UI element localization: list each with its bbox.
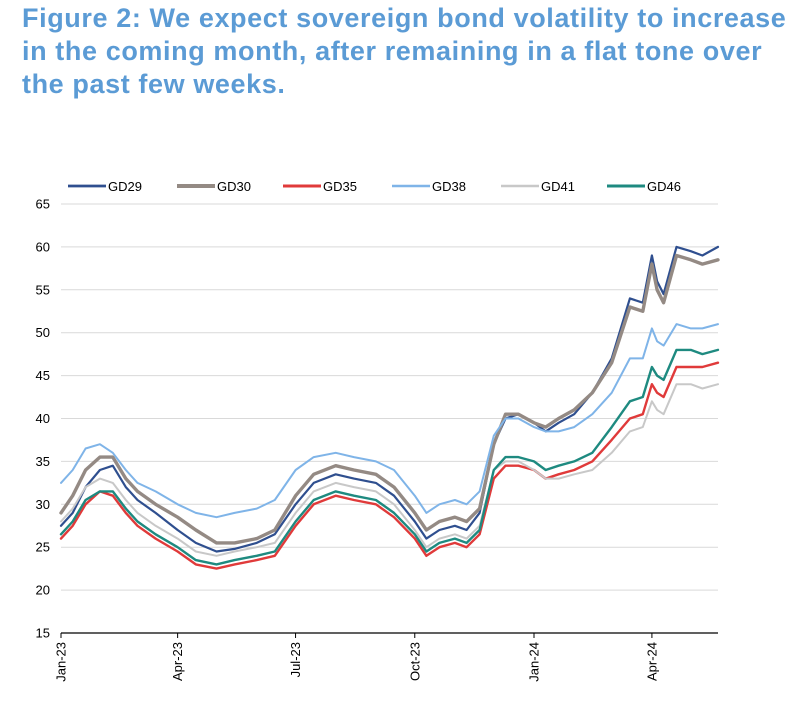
series-line-gd41 [60,383,719,557]
y-tick-label: 40 [36,411,50,426]
y-tick-label: 60 [36,239,50,254]
series-line-gd46 [59,348,720,566]
y-tick-label: 55 [36,282,50,297]
series-line-gd35 [59,361,720,570]
series-line-gd38 [60,323,719,519]
y-tick-label: 65 [36,197,50,212]
series-line-gd30 [59,253,720,545]
legend-item-gd30: GD30 [177,179,251,194]
y-tick-label: 30 [36,497,50,512]
y-tick-label: 20 [36,583,50,598]
legend-label: GD30 [217,179,251,194]
gridlines [61,203,718,591]
chart-title: Figure 2: We expect sovereign bond volat… [22,3,787,99]
legend: GD29 GD30 GD35 GD38 GD41 GD46 [68,179,681,194]
x-tick-label: Apr-24 [644,642,659,681]
legend-label: GD29 [108,179,142,194]
y-tick-label: 50 [36,325,50,340]
y-tick-label: 25 [36,540,50,555]
y-tick-label: 35 [36,454,50,469]
x-tick-label: Jul-23 [288,642,303,677]
x-axis: Jan-23 Apr-23 Jul-23 Oct-23 Jan-24 Apr-24 [54,632,718,682]
y-tick-label: 45 [36,368,50,383]
series-line-gd29 [59,245,720,553]
x-tick-label: Jan-23 [54,642,69,682]
series-lines [59,245,720,570]
legend-item-gd38: GD38 [392,179,466,194]
legend-label: GD38 [432,179,466,194]
y-axis: 15 20 25 30 35 40 45 50 55 60 65 [36,197,50,641]
x-tick-label: Apr-23 [170,642,185,681]
legend-item-gd41: GD41 [501,179,575,194]
x-tick-label: Oct-23 [407,642,422,681]
x-tick-label: Jan-24 [526,642,541,682]
y-tick-label: 15 [36,626,50,641]
legend-item-gd46: GD46 [607,179,681,194]
legend-item-gd29: GD29 [68,179,142,194]
legend-item-gd35: GD35 [283,179,357,194]
legend-label: GD35 [323,179,357,194]
legend-label: GD46 [647,179,681,194]
legend-label: GD41 [541,179,575,194]
